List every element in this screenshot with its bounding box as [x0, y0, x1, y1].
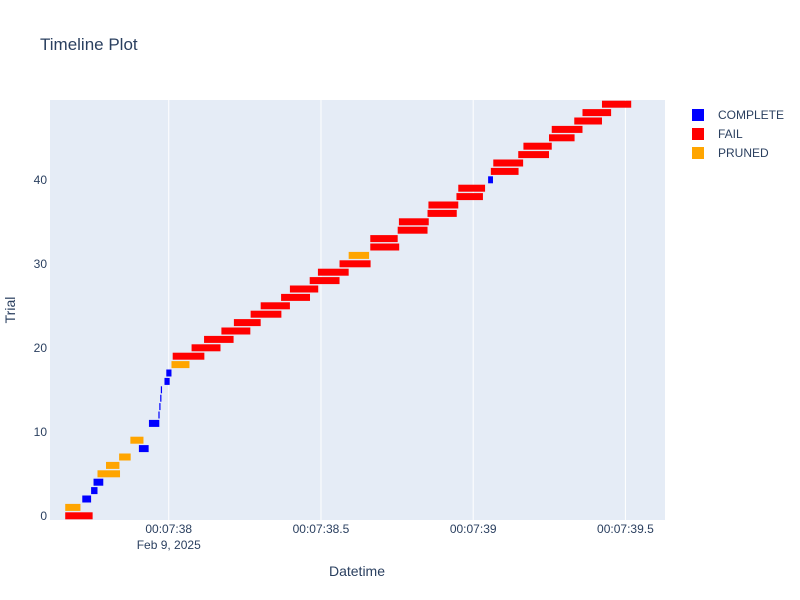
legend-swatch-fail — [692, 128, 704, 140]
bar-fail-trial-30[interactable] — [339, 260, 371, 268]
chart-title: Timeline Plot — [40, 35, 138, 54]
y-tick-label-1: 10 — [34, 425, 48, 439]
bar-complete-trial-12[interactable] — [158, 411, 160, 419]
legend-label-fail: FAIL — [718, 127, 743, 141]
bar-complete-trial-8[interactable] — [138, 445, 149, 453]
bar-pruned-trial-6[interactable] — [106, 461, 120, 469]
bar-fail-trial-33[interactable] — [370, 235, 398, 243]
bar-pruned-trial-7[interactable] — [119, 453, 131, 461]
bar-fail-trial-25[interactable] — [260, 302, 290, 310]
y-tick-label-4: 40 — [34, 173, 48, 187]
bar-fail-trial-39[interactable] — [458, 184, 486, 192]
bar-fail-trial-19[interactable] — [172, 352, 205, 360]
bar-fail-trial-44[interactable] — [523, 142, 552, 150]
bar-fail-trial-21[interactable] — [204, 335, 234, 343]
bar-complete-trial-13[interactable] — [159, 403, 161, 411]
bar-fail-trial-34[interactable] — [397, 226, 428, 234]
bar-fail-trial-48[interactable] — [582, 109, 612, 117]
x-tick-label-2: 00:07:39 — [450, 522, 497, 536]
bar-fail-trial-35[interactable] — [398, 218, 429, 226]
bar-fail-trial-42[interactable] — [493, 159, 524, 167]
x-axis-label: Datetime — [329, 563, 385, 579]
y-axis-label: Trial — [2, 297, 18, 324]
x-tick-label-1: 00:07:38.5 — [293, 522, 350, 536]
bar-pruned-trial-1[interactable] — [65, 503, 81, 511]
bar-pruned-trial-9[interactable] — [130, 436, 144, 444]
bar-fail-trial-23[interactable] — [233, 319, 261, 327]
legend-label-complete: COMPLETE — [718, 108, 784, 122]
bar-complete-trial-2[interactable] — [82, 495, 92, 503]
x-tick-label-0: 00:07:38 — [145, 522, 192, 536]
bar-fail-trial-27[interactable] — [289, 285, 319, 293]
bar-pruned-trial-5[interactable] — [97, 470, 121, 478]
bar-complete-trial-16[interactable] — [164, 377, 170, 385]
bar-pruned-trial-18[interactable] — [171, 361, 190, 369]
x-tick-label-3: 00:07:39.5 — [597, 522, 654, 536]
bar-fail-trial-43[interactable] — [518, 151, 550, 159]
legend-swatch-complete — [692, 109, 704, 121]
bar-complete-trial-15[interactable] — [160, 386, 163, 394]
bar-fail-trial-26[interactable] — [281, 293, 311, 301]
bar-fail-trial-24[interactable] — [250, 310, 282, 318]
bar-fail-trial-38[interactable] — [456, 193, 483, 201]
bar-fail-trial-20[interactable] — [191, 344, 221, 352]
bar-fail-trial-45[interactable] — [549, 134, 575, 142]
bar-fail-trial-28[interactable] — [309, 277, 340, 285]
bars-group[interactable] — [65, 100, 632, 520]
bar-fail-trial-46[interactable] — [551, 125, 583, 133]
plot-area — [50, 100, 665, 520]
x-tick-sublabel-0: Feb 9, 2025 — [137, 538, 201, 552]
legend-item-fail[interactable]: FAIL — [692, 127, 743, 141]
gridlines — [168, 100, 626, 520]
y-axis-ticks: 0 10 20 30 40 — [34, 173, 48, 523]
bar-fail-trial-29[interactable] — [317, 268, 349, 276]
x-axis-ticks: 00:07:38 Feb 9, 2025 00:07:38.5 00:07:39 00:… — [137, 522, 654, 552]
bar-complete-trial-40[interactable] — [488, 176, 493, 184]
legend-item-pruned[interactable]: PRUNED — [692, 146, 769, 160]
bar-fail-trial-32[interactable] — [370, 243, 400, 251]
legend-label-pruned: PRUNED — [718, 146, 769, 160]
bar-fail-trial-41[interactable] — [490, 167, 519, 175]
bar-fail-trial-36[interactable] — [427, 209, 457, 217]
bar-fail-trial-37[interactable] — [428, 201, 459, 209]
legend-item-complete[interactable]: COMPLETE — [692, 108, 784, 122]
y-tick-label-2: 20 — [34, 341, 48, 355]
legend-swatch-pruned — [692, 147, 704, 159]
y-tick-label-0: 0 — [40, 509, 47, 523]
bar-complete-trial-4[interactable] — [93, 478, 104, 486]
bar-fail-trial-0[interactable] — [65, 512, 93, 520]
bar-complete-trial-17[interactable] — [166, 369, 172, 377]
bar-pruned-trial-31[interactable] — [348, 251, 370, 259]
bar-fail-trial-22[interactable] — [221, 327, 251, 335]
bar-fail-trial-47[interactable] — [574, 117, 602, 125]
legend[interactable]: COMPLETE FAIL PRUNED — [692, 108, 784, 160]
bar-complete-trial-14[interactable] — [160, 394, 162, 402]
bar-complete-trial-11[interactable] — [148, 419, 160, 427]
y-tick-label-3: 30 — [34, 257, 48, 271]
bar-complete-trial-3[interactable] — [91, 487, 98, 495]
bar-fail-trial-49[interactable] — [601, 100, 632, 108]
